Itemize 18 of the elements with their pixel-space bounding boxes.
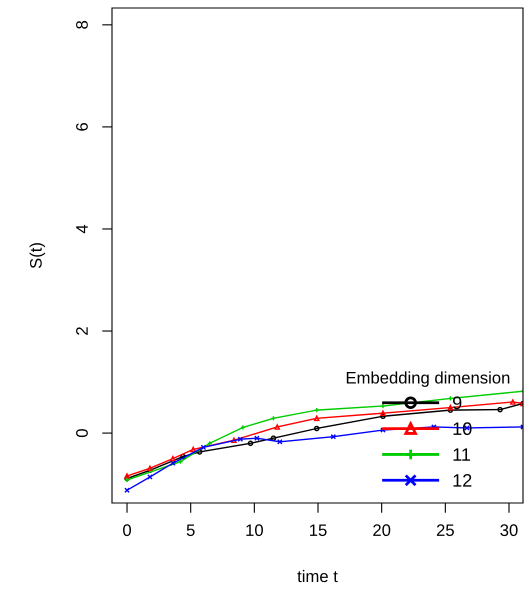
x-tick-label: 10: [246, 524, 263, 536]
y-tick-label: 6: [76, 123, 88, 131]
legend-label: 11: [454, 448, 470, 461]
x-tick-label: 30: [500, 524, 518, 536]
legend-label: 12: [454, 474, 472, 487]
x-tick-label: 5: [186, 524, 195, 536]
x-tick-label: 25: [436, 524, 454, 536]
y-tick-label: 2: [76, 327, 88, 335]
y-axis-title: S(t): [30, 243, 46, 268]
legend-label: 9: [453, 396, 462, 410]
y-tick-label: 0: [76, 429, 88, 438]
x-tick-label: 15: [310, 524, 327, 536]
x-tick-label: 0: [123, 524, 132, 536]
legend-title: Embedding dimension: [346, 371, 510, 387]
y-tick-label: 4: [76, 224, 88, 234]
x-tick-label: 20: [373, 524, 390, 536]
y-tick-label: 8: [76, 20, 88, 29]
x-axis-title: time t: [297, 570, 338, 582]
